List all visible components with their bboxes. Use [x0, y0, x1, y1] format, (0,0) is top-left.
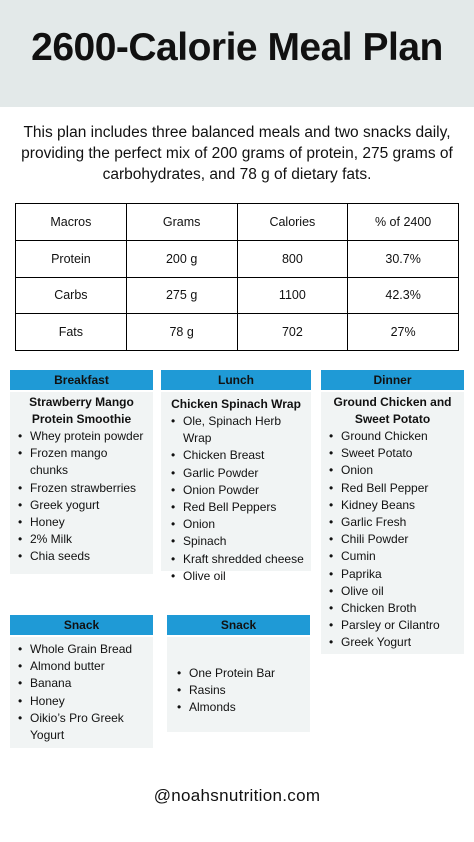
- list-item: Kidney Beans: [329, 497, 464, 514]
- list-item: Cumin: [329, 548, 464, 565]
- macros-table: Macros Grams Calories % of 2400 Protein …: [15, 203, 459, 351]
- lunch-dish: Chicken Spinach Wrap: [171, 397, 301, 411]
- list-item: Olive oil: [171, 568, 311, 585]
- list-item: Frozen mango chunks: [18, 445, 153, 479]
- macros-header-cell: Calories: [236, 203, 349, 241]
- list-item: Sweet Potato: [329, 445, 464, 462]
- list-item: Chia seeds: [18, 548, 153, 565]
- list-item: Onion Powder: [171, 482, 311, 499]
- table-cell: 1100: [236, 276, 349, 315]
- snack-2-heading: Snack: [167, 615, 310, 637]
- list-item: Frozen strawberries: [18, 480, 153, 497]
- snack-1-list: Whole Grain Bread Almond butter Banana H…: [10, 641, 153, 744]
- macros-row-fats: Fats 78 g 702 27%: [15, 313, 459, 351]
- list-item: 2% Milk: [18, 531, 153, 548]
- list-item: Whey protein powder: [18, 428, 153, 445]
- footer-handle: @noahsnutrition.com: [153, 786, 321, 805]
- list-item: Chicken Broth: [329, 600, 464, 617]
- list-item: Red Bell Peppers: [171, 499, 311, 516]
- list-item: Garlic Fresh: [329, 514, 464, 531]
- list-item: Onion: [171, 516, 311, 533]
- dinner-dish: Ground Chicken and Sweet Potato: [333, 395, 452, 426]
- table-cell: 30.7%: [347, 239, 459, 278]
- list-item: Whole Grain Bread: [18, 641, 147, 658]
- dinner-heading: Dinner: [321, 370, 464, 392]
- list-item: Garlic Powder: [171, 465, 311, 482]
- list-item: Rasins: [177, 682, 310, 699]
- breakfast-card: Breakfast Strawberry Mango Protein Smoot…: [10, 370, 153, 574]
- breakfast-heading: Breakfast: [10, 370, 153, 392]
- list-item: Oikio’s Pro Greek Yogurt: [18, 710, 147, 744]
- macros-header-cell: Macros: [15, 203, 127, 241]
- list-item: Kraft shredded cheese: [171, 551, 311, 568]
- table-cell: 275 g: [125, 276, 238, 315]
- dinner-list: Ground Chicken Sweet Potato Onion Red Be…: [321, 428, 464, 652]
- intro-text: This plan includes three balanced meals …: [21, 124, 453, 183]
- macros-header-cell: % of 2400: [347, 203, 459, 241]
- list-item: Honey: [18, 514, 153, 531]
- list-item: Greek Yogurt: [329, 634, 464, 651]
- macros-row-protein: Protein 200 g 800 30.7%: [15, 239, 459, 278]
- list-item: Chili Powder: [329, 531, 464, 548]
- header-banner: [0, 0, 474, 107]
- list-item: Spinach: [171, 533, 311, 550]
- table-cell: 800: [236, 239, 349, 278]
- macros-header-row: Macros Grams Calories % of 2400: [15, 203, 459, 241]
- list-item: Olive oil: [329, 583, 464, 600]
- list-item: Honey: [18, 693, 147, 710]
- lunch-card: Lunch Chicken Spinach Wrap Ole, Spinach …: [161, 370, 311, 585]
- breakfast-dish: Strawberry Mango Protein Smoothie: [29, 395, 134, 426]
- snack-1-heading: Snack: [10, 615, 153, 637]
- table-cell: Protein: [15, 239, 127, 278]
- table-cell: 42.3%: [347, 276, 459, 315]
- table-cell: 702: [236, 313, 349, 351]
- list-item: Almond butter: [18, 658, 147, 675]
- breakfast-list: Whey protein powder Frozen mango chunks …: [10, 428, 153, 566]
- macros-header-cell: Grams: [125, 203, 238, 241]
- list-item: Parsley or Cilantro: [329, 617, 464, 634]
- snack-card-2: Snack One Protein Bar Rasins Almonds: [167, 615, 310, 732]
- page-title: 2600-Calorie Meal Plan: [31, 26, 443, 69]
- table-cell: 78 g: [125, 313, 238, 351]
- list-item: Paprika: [329, 566, 464, 583]
- list-item: One Protein Bar: [177, 665, 310, 682]
- snack-card-1: Snack Whole Grain Bread Almond butter Ba…: [10, 615, 153, 748]
- lunch-list: Ole, Spinach Herb Wrap Chicken Breast Ga…: [161, 413, 311, 585]
- list-item: Chicken Breast: [171, 447, 311, 464]
- table-cell: 200 g: [125, 239, 238, 278]
- dinner-card: Dinner Ground Chicken and Sweet Potato G…: [321, 370, 464, 654]
- list-item: Ole, Spinach Herb Wrap: [171, 413, 311, 447]
- macros-row-carbs: Carbs 275 g 1100 42.3%: [15, 276, 459, 315]
- table-cell: Carbs: [15, 276, 127, 315]
- list-item: Red Bell Pepper: [329, 480, 464, 497]
- list-item: Banana: [18, 675, 147, 692]
- list-item: Ground Chicken: [329, 428, 464, 445]
- snack-2-list: One Protein Bar Rasins Almonds: [167, 665, 310, 717]
- list-item: Onion: [329, 462, 464, 479]
- lunch-heading: Lunch: [161, 370, 311, 392]
- table-cell: 27%: [347, 313, 459, 351]
- table-cell: Fats: [15, 313, 127, 351]
- list-item: Almonds: [177, 699, 310, 716]
- list-item: Greek yogurt: [18, 497, 153, 514]
